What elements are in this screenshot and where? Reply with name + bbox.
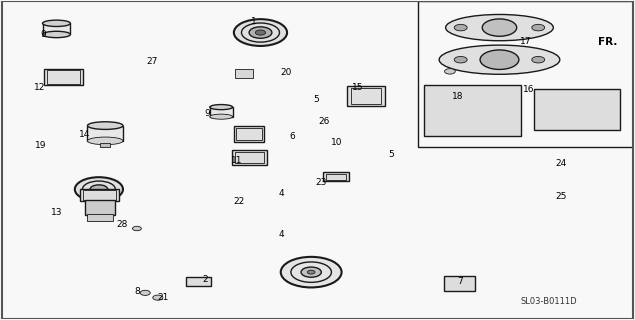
Text: 8: 8 bbox=[135, 287, 140, 296]
Text: 4: 4 bbox=[279, 230, 284, 239]
Ellipse shape bbox=[88, 137, 123, 145]
Text: 26: 26 bbox=[319, 117, 330, 126]
Bar bbox=[326, 174, 346, 180]
Bar bbox=[234, 126, 264, 141]
Bar bbox=[235, 152, 264, 163]
Text: 19: 19 bbox=[35, 141, 46, 150]
Text: 20: 20 bbox=[281, 68, 292, 77]
Circle shape bbox=[249, 27, 272, 38]
Circle shape bbox=[301, 267, 321, 277]
Text: 6: 6 bbox=[289, 132, 295, 140]
Text: 21: 21 bbox=[158, 293, 169, 302]
Text: 5: 5 bbox=[388, 150, 394, 159]
Circle shape bbox=[255, 30, 265, 35]
Text: 2: 2 bbox=[202, 275, 208, 284]
Bar bbox=[323, 172, 349, 181]
Circle shape bbox=[307, 270, 315, 274]
Circle shape bbox=[90, 185, 108, 194]
Bar bbox=[418, 1, 633, 147]
Circle shape bbox=[140, 290, 150, 295]
Text: 16: 16 bbox=[523, 85, 535, 94]
Bar bbox=[85, 200, 116, 215]
Ellipse shape bbox=[210, 114, 232, 119]
Circle shape bbox=[133, 226, 142, 231]
Bar bbox=[347, 86, 385, 107]
Circle shape bbox=[531, 24, 545, 31]
Text: FR.: FR. bbox=[598, 37, 617, 47]
Circle shape bbox=[75, 177, 123, 201]
Text: 22: 22 bbox=[234, 197, 244, 206]
Circle shape bbox=[482, 19, 517, 36]
Bar bbox=[424, 84, 521, 136]
Ellipse shape bbox=[43, 31, 70, 38]
Bar bbox=[88, 125, 123, 141]
Bar bbox=[83, 190, 116, 199]
Bar bbox=[444, 276, 474, 291]
Bar bbox=[185, 276, 211, 285]
Text: 11: 11 bbox=[231, 156, 243, 165]
Bar bbox=[351, 88, 382, 104]
Text: 17: 17 bbox=[520, 37, 531, 46]
Circle shape bbox=[234, 19, 287, 46]
Bar bbox=[534, 89, 620, 130]
Ellipse shape bbox=[43, 20, 70, 27]
Bar bbox=[232, 150, 267, 165]
Circle shape bbox=[454, 56, 467, 63]
Bar bbox=[210, 107, 232, 117]
Ellipse shape bbox=[210, 105, 232, 110]
Circle shape bbox=[444, 69, 455, 74]
Circle shape bbox=[153, 295, 163, 300]
Text: 9: 9 bbox=[204, 109, 210, 118]
Ellipse shape bbox=[439, 45, 560, 74]
Text: 12: 12 bbox=[34, 83, 45, 92]
Text: 18: 18 bbox=[451, 92, 463, 101]
Bar bbox=[236, 127, 262, 140]
Circle shape bbox=[531, 56, 545, 63]
Text: 10: 10 bbox=[331, 138, 343, 147]
Text: 5: 5 bbox=[313, 95, 319, 104]
Text: 28: 28 bbox=[116, 220, 128, 229]
Text: 24: 24 bbox=[555, 159, 566, 168]
Text: 13: 13 bbox=[51, 208, 63, 217]
Bar bbox=[100, 143, 110, 147]
Text: 15: 15 bbox=[352, 83, 364, 92]
Ellipse shape bbox=[446, 14, 553, 41]
Bar bbox=[235, 69, 253, 78]
Bar bbox=[44, 68, 83, 85]
Text: 7: 7 bbox=[457, 276, 463, 285]
Text: 25: 25 bbox=[555, 192, 566, 201]
Text: 1: 1 bbox=[251, 17, 257, 26]
Text: 14: 14 bbox=[79, 130, 91, 139]
Text: 27: 27 bbox=[147, 57, 158, 66]
Bar bbox=[47, 70, 80, 84]
Text: 23: 23 bbox=[316, 178, 327, 187]
Circle shape bbox=[480, 50, 519, 69]
Circle shape bbox=[454, 24, 467, 31]
Bar bbox=[80, 189, 119, 201]
Text: 4: 4 bbox=[279, 189, 284, 198]
Bar bbox=[43, 23, 70, 35]
Ellipse shape bbox=[88, 122, 123, 129]
Bar bbox=[88, 214, 113, 220]
Text: SL03-B0111D: SL03-B0111D bbox=[521, 297, 577, 306]
Text: 9: 9 bbox=[41, 30, 46, 39]
Circle shape bbox=[281, 257, 342, 287]
